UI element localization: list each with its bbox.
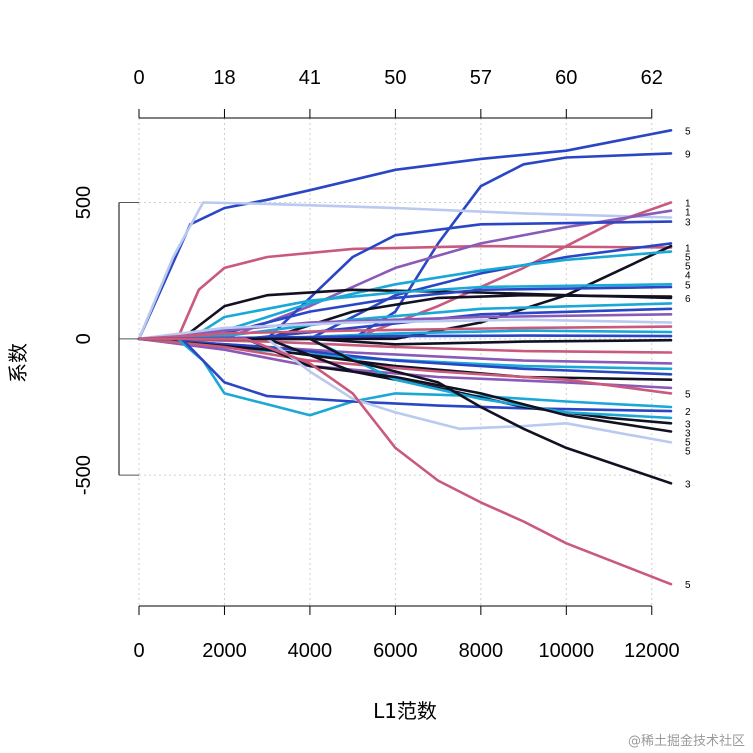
series-end-label-9: 4 [685, 271, 691, 282]
series-line-18 [137, 325, 673, 341]
x-tick-label-5: 10000 [538, 640, 594, 662]
y-axis-title: 系数 [6, 343, 30, 383]
series-line-0 [137, 129, 673, 341]
series-end-label-33: 5 [685, 437, 691, 448]
series-end-label-10: 6 [685, 294, 691, 305]
x-tick-label-3: 6000 [373, 640, 418, 662]
x-tick-label-2: 4000 [288, 640, 333, 662]
series-end-label-28: 5 [685, 389, 691, 400]
series-end-label-6: 3 [685, 218, 691, 229]
series-line-30 [137, 337, 673, 413]
series-line-27 [137, 337, 673, 390]
axes: 0 2000 4000 6000 8000 10000 12000 0 18 41 50 57 60 62… [73, 67, 680, 662]
x-axis-title: L1范数 [373, 699, 437, 723]
series-lines [137, 129, 673, 586]
series-end-label-5: 1 [685, 208, 691, 219]
top-tick-label-5: 60 [555, 67, 577, 89]
x-tick-label-6: 12000 [624, 640, 680, 662]
series-end-label-36: 5 [685, 580, 691, 591]
series-end-label-30: 2 [685, 407, 691, 418]
x-tick-label-0: 0 [133, 640, 144, 662]
series-end-label-3: 1 [685, 244, 691, 255]
series-end-label-35: 3 [685, 479, 691, 490]
series-line-35 [137, 337, 673, 485]
series-end-label-34: 5 [685, 446, 691, 457]
x-tick-label-1: 2000 [202, 640, 247, 662]
y-tick-label-2: 500 [73, 186, 95, 219]
series-end-label-7: 5 [685, 253, 691, 264]
top-tick-label-2: 41 [299, 67, 321, 89]
series-line-36 [137, 337, 673, 586]
top-tick-label-6: 62 [641, 67, 663, 89]
series-end-label-0: 5 [685, 126, 691, 137]
series-line-25 [137, 337, 673, 376]
top-tick-label-3: 50 [384, 67, 406, 89]
series-end-label-32: 3 [685, 428, 691, 439]
series-line-16 [137, 313, 673, 341]
top-tick-label-0: 0 [133, 67, 144, 89]
series-line-3 [137, 244, 673, 341]
y-tick-label-0: -500 [73, 455, 95, 495]
series-end-label-31: 3 [685, 419, 691, 430]
series-end-label-4: 1 [685, 199, 691, 210]
series-line-22 [137, 337, 673, 354]
x-tick-label-4: 8000 [459, 640, 504, 662]
series-end-label-8: 5 [685, 262, 691, 273]
series-end-label-11: 5 [685, 280, 691, 291]
series-end-label-1: 9 [685, 149, 691, 160]
top-tick-label-1: 18 [213, 67, 235, 89]
series-line-2 [137, 201, 673, 341]
grid-lines [138, 118, 671, 606]
series-line-34 [137, 337, 673, 444]
top-tick-label-4: 57 [470, 67, 492, 89]
y-tick-label-1: 0 [73, 333, 95, 344]
series-line-17 [137, 318, 673, 341]
watermark: @稀土掘金技术社区 [627, 734, 745, 749]
